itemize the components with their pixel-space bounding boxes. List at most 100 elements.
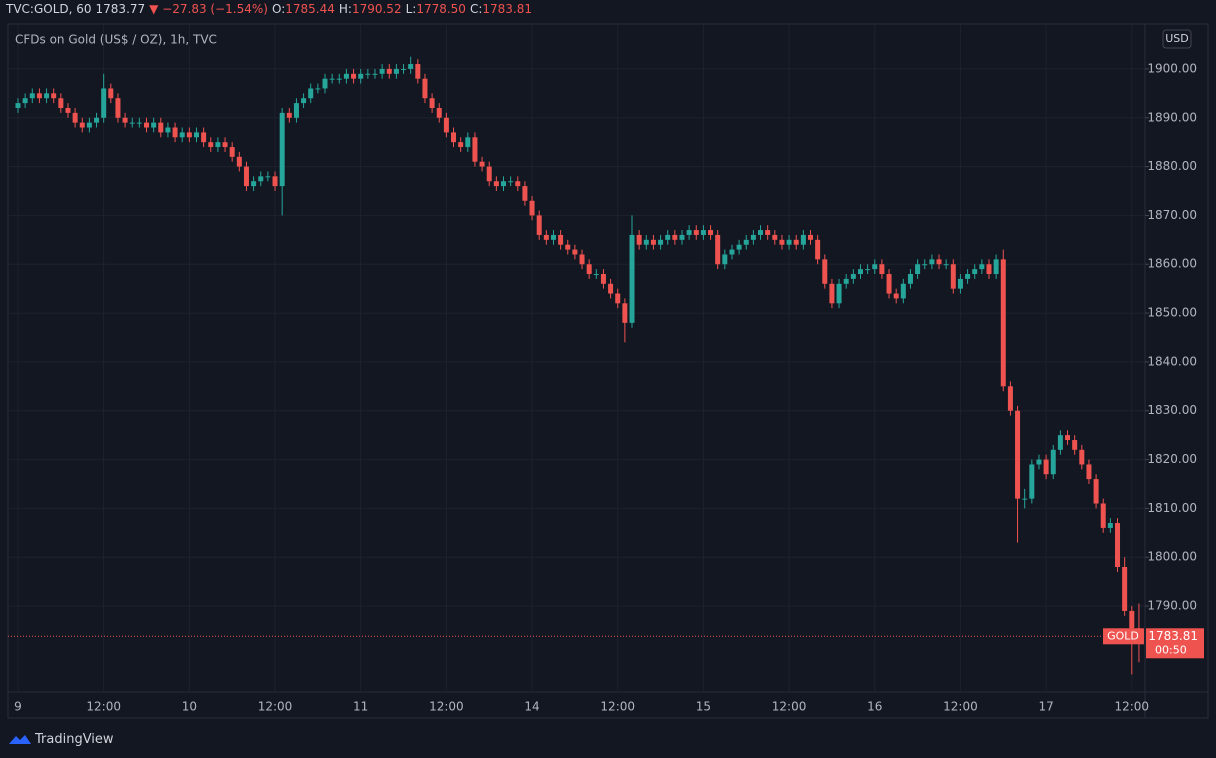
- chart: CFDs on Gold (US$ / OZ), 1h, TVC USD 179…: [7, 23, 1209, 719]
- candle-body: [986, 264, 992, 275]
- candle-body: [536, 215, 542, 235]
- candle-body: [265, 176, 271, 178]
- candle-body: [1086, 464, 1092, 480]
- candle-body: [943, 264, 949, 266]
- candle-body: [108, 88, 114, 99]
- candle-body: [315, 88, 321, 90]
- footer: TradingView: [8, 731, 114, 747]
- candle-body: [993, 259, 999, 275]
- h-label: H:: [338, 2, 352, 16]
- candle-body: [508, 181, 514, 183]
- candle-body: [815, 239, 821, 260]
- o-label: O:: [271, 2, 286, 16]
- y-tick-label: 1790.00: [1147, 599, 1197, 613]
- candle-body: [415, 64, 421, 79]
- x-tick-label: 11: [353, 700, 368, 714]
- candle-body: [208, 142, 214, 148]
- candle-body: [1057, 435, 1063, 450]
- candle-body: [529, 200, 535, 216]
- candle-body: [58, 98, 64, 108]
- candle-body: [579, 254, 585, 265]
- candle-body: [386, 68, 392, 74]
- candle-body: [957, 278, 963, 289]
- candle-body: [379, 68, 385, 74]
- currency-button[interactable]: [1162, 29, 1192, 49]
- candle-body: [408, 64, 414, 69]
- candle-body: [907, 274, 913, 284]
- candle-body: [658, 239, 664, 245]
- candle-body: [800, 234, 806, 245]
- candle-body: [515, 181, 521, 187]
- candle-body: [772, 234, 778, 240]
- y-tick-label: 1870.00: [1147, 208, 1197, 222]
- y-tick-label: 1810.00: [1147, 501, 1197, 515]
- candle-body: [672, 234, 678, 240]
- candle-body: [201, 132, 207, 143]
- candle-body: [565, 244, 571, 250]
- candle-body: [729, 249, 735, 255]
- candle-body: [22, 98, 28, 104]
- x-tick-label: 16: [867, 700, 882, 714]
- y-tick-label: 1890.00: [1147, 110, 1197, 124]
- candle-body: [122, 117, 128, 123]
- candle-body: [936, 259, 942, 265]
- candle-body: [665, 234, 671, 240]
- candle-body: [1007, 386, 1013, 411]
- candle-body: [158, 122, 164, 133]
- candle-body: [1022, 498, 1028, 500]
- candle-body: [472, 137, 478, 162]
- candle-body: [329, 78, 335, 80]
- candle-body: [950, 264, 956, 289]
- l-value: 1778.50: [416, 2, 466, 16]
- currency[interactable]: USD: [1165, 32, 1189, 45]
- change: ▼ −27.83 (−1.54%): [149, 2, 268, 16]
- candle-body: [608, 283, 614, 294]
- candle-body: [272, 176, 278, 187]
- candle-body: [65, 107, 71, 113]
- candle-body: [358, 73, 364, 79]
- candle-body: [336, 78, 342, 80]
- candle-body: [1079, 449, 1085, 465]
- candle-body: [151, 122, 157, 128]
- header: TVC:GOLD, 60 1783.77 ▼ −27.83 (−1.54%) O:17…: [6, 2, 536, 16]
- candle-body: [429, 98, 435, 108]
- candle-body: [743, 239, 749, 245]
- candle-body: [1015, 410, 1021, 499]
- candle-body: [465, 137, 471, 148]
- y-tick-label: 1830.00: [1147, 403, 1197, 417]
- x-tick-label: 10: [182, 700, 197, 714]
- x-tick-label: 12:00: [1114, 700, 1149, 714]
- candle-body: [836, 283, 842, 304]
- y-tick-label: 1860.00: [1147, 257, 1197, 271]
- candle-body: [458, 142, 464, 148]
- candle-body: [443, 117, 449, 133]
- candle-body: [793, 239, 799, 245]
- candle-body: [879, 264, 885, 275]
- candle-body: [1072, 440, 1078, 450]
- candle-body: [779, 239, 785, 245]
- candle-body: [36, 93, 42, 99]
- candle-body: [693, 230, 699, 235]
- candle-body: [1036, 459, 1042, 465]
- x-tick-label: 12:00: [258, 700, 293, 714]
- candle-body: [650, 239, 656, 245]
- candle-body: [293, 103, 299, 118]
- candle-body: [929, 259, 935, 265]
- candle-body: [86, 122, 92, 128]
- candle-body: [101, 88, 107, 118]
- candle-body: [451, 132, 457, 143]
- brand: TradingView: [35, 731, 114, 747]
- x-tick-label: 12:00: [943, 700, 978, 714]
- candle-body: [1043, 459, 1049, 475]
- candle-body: [1129, 610, 1135, 629]
- chart-frame: [7, 23, 1209, 719]
- candle-body: [758, 230, 764, 235]
- symbol-tag: [1103, 628, 1144, 645]
- candle-body: [900, 283, 906, 299]
- candle-body: [736, 244, 742, 250]
- candle-body: [129, 122, 135, 124]
- x-tick-label: 9: [14, 700, 22, 714]
- candle-body: [215, 142, 221, 148]
- candle-body: [365, 73, 371, 75]
